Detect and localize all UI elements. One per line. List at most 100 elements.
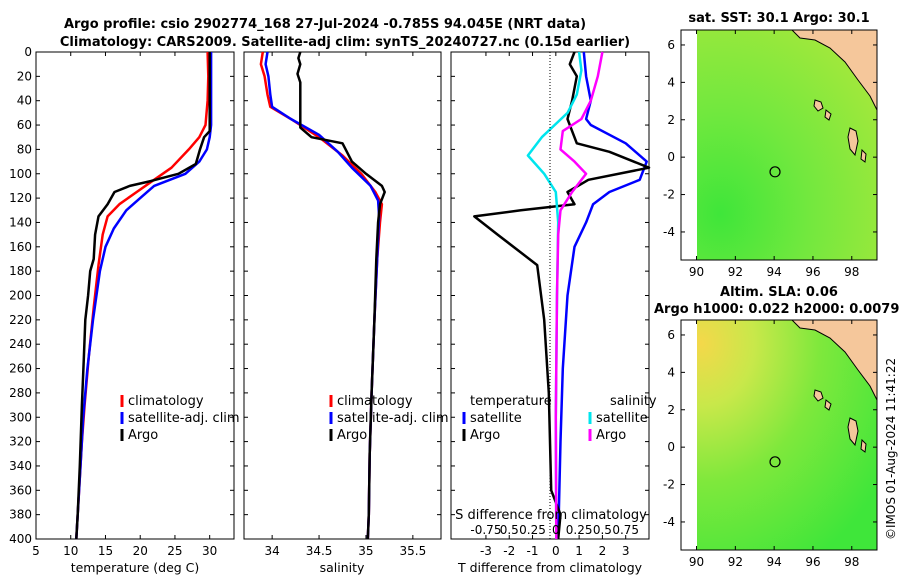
- sumatra-landmass: [791, 30, 877, 111]
- sumatra-landmass: [791, 320, 877, 401]
- s-difference-ticks: -0.750.5 0.25 0 0.25 0.5 0.75: [470, 523, 639, 537]
- series-line-satellite-adj-clim: [75, 52, 213, 540]
- map-x-tick-label: 94: [767, 555, 782, 569]
- y-tick-label: 360: [9, 483, 32, 497]
- x-tick-label: 35.5: [399, 544, 426, 558]
- temperature-xlabel: temperature (deg C): [71, 560, 200, 575]
- x-tick-label: 5: [32, 544, 40, 558]
- sst-map-title: sat. SST: 30.1 Argo: 30.1: [688, 11, 869, 26]
- y-tick-label: 0: [24, 45, 32, 59]
- sst-map-axes: 90 92 94 96 98 -4 -2 0 2 4 6: [663, 30, 877, 279]
- sla-blank-strip: [681, 320, 697, 550]
- legend-temp-argo-label: Argo: [470, 428, 500, 443]
- figure-title-line1: Argo profile: csio 2902774_168 27-Jul-20…: [64, 17, 586, 32]
- map-y-tick-label: -4: [663, 225, 675, 239]
- copyright-timestamp: ©IMOS 01-Aug-2024 11:41:22: [884, 358, 898, 540]
- y-tick-label: 140: [9, 215, 32, 229]
- legend-satellite-label: satellite-adj. clim: [337, 411, 449, 426]
- x-tick-label: 10: [63, 544, 78, 558]
- series-line-argo: [75, 52, 211, 540]
- map-x-tick-label: 90: [689, 555, 704, 569]
- legend-climatology-label: climatology: [337, 394, 413, 409]
- legend-sal-satellite-label: satellite: [596, 411, 648, 426]
- s-difference-tick-label: 0.25: [519, 523, 546, 537]
- sst-blank-strip: [681, 30, 697, 260]
- salinity-xlabel: salinity: [320, 560, 365, 575]
- y-tick-label: 400: [9, 532, 32, 546]
- island-outline: [813, 99, 867, 163]
- salinity-legend: climatology satellite-adj. clim Argo: [329, 394, 449, 443]
- float-position-marker: [769, 166, 781, 178]
- legend-argo-label: Argo: [128, 428, 158, 443]
- map-x-tick-label: 96: [805, 265, 820, 279]
- y-tick-label: 80: [17, 142, 32, 156]
- s-difference-tick-label: 0.5: [593, 523, 612, 537]
- map-x-tick-label: 98: [844, 265, 859, 279]
- x-tick-label: -2: [503, 544, 515, 558]
- legend-climatology-label: climatology: [128, 394, 204, 409]
- legend-argo-label: Argo: [337, 428, 367, 443]
- y-tick-label: 180: [9, 264, 32, 278]
- sla-map-frame: [680, 319, 878, 551]
- x-tick-label: 1: [575, 544, 583, 558]
- map-x-tick-label: 92: [728, 265, 743, 279]
- y-tick-label: 380: [9, 508, 32, 522]
- map-y-tick-label: 6: [667, 328, 675, 342]
- x-tick-label: 34.5: [306, 544, 333, 558]
- y-tick-label: 340: [9, 459, 32, 473]
- map-y-tick-label: 0: [667, 150, 675, 164]
- y-tick-label: 200: [9, 289, 32, 303]
- difference-xlabel: T difference from climatology: [457, 560, 643, 575]
- x-tick-label: 20: [133, 544, 148, 558]
- y-tick-label: 260: [9, 362, 32, 376]
- y-tick-label: 100: [9, 167, 32, 181]
- sst-field: [681, 30, 877, 260]
- sla-map-axes: 90 92 94 96 98 -4 -2 0 2 4 6: [663, 320, 877, 569]
- sla-map-subtitle: Argo h1000: 0.022 h2000: 0.0079: [654, 302, 899, 317]
- x-tick-label: 0: [552, 544, 560, 558]
- legend-satellite-label: satellite-adj. clim: [128, 411, 240, 426]
- float-position-marker: [769, 456, 781, 468]
- map-y-tick-label: -2: [663, 188, 675, 202]
- island-outline: [813, 389, 867, 453]
- series-line-argo: [296, 51, 386, 540]
- legend-temp-satellite-label: satellite: [470, 411, 522, 426]
- map-x-tick-label: 92: [728, 555, 743, 569]
- map-x-tick-label: 98: [844, 555, 859, 569]
- y-tick-label: 240: [9, 337, 32, 351]
- temperature-legend: climatology satellite-adj. clim Argo: [120, 394, 240, 443]
- y-tick-label: 220: [9, 313, 32, 327]
- y-tick-label: 280: [9, 386, 32, 400]
- x-tick-label: 30: [202, 544, 217, 558]
- map-y-tick-label: 4: [667, 365, 675, 379]
- map-x-tick-label: 96: [805, 555, 820, 569]
- sst-map: [681, 30, 877, 260]
- map-x-tick-label: 94: [767, 265, 782, 279]
- x-tick-label: -1: [527, 544, 539, 558]
- map-x-tick-label: 90: [689, 265, 704, 279]
- salinity-axes: [243, 51, 442, 540]
- map-y-tick-label: 4: [667, 75, 675, 89]
- x-tick-label: 15: [98, 544, 113, 558]
- y-tick-label: 20: [17, 69, 32, 83]
- difference-legend: temperature salinity satellite Argo sate…: [462, 394, 657, 443]
- y-tick-label: 320: [9, 435, 32, 449]
- y-tick-label: 160: [9, 240, 32, 254]
- temperature-plot: 0 20 40 60 80 100 120 140 160 180 200 220 240 260 280 3…: [9, 45, 234, 558]
- x-tick-label: 2: [599, 544, 607, 558]
- s-difference-tick-label: 0.75: [612, 523, 639, 537]
- series-line-climatology: [259, 51, 384, 540]
- legend-temperature-header: temperature: [470, 394, 552, 409]
- series-line-satellite-adj-clim: [264, 51, 381, 540]
- figure-title-line2: Climatology: CARS2009. Satellite-adj cli…: [60, 35, 630, 50]
- map-y-tick-label: 2: [667, 113, 675, 127]
- sst-map-frame: [680, 29, 878, 261]
- map-y-tick-label: 0: [667, 440, 675, 454]
- salinity-plot: 34 34.5 35 35.5: [244, 51, 441, 558]
- x-tick-label: 25: [167, 544, 182, 558]
- legend-sal-argo-label: Argo: [596, 428, 626, 443]
- x-tick-label: 3: [622, 544, 630, 558]
- map-y-tick-label: -2: [663, 478, 675, 492]
- legend-salinity-header: salinity: [610, 394, 657, 409]
